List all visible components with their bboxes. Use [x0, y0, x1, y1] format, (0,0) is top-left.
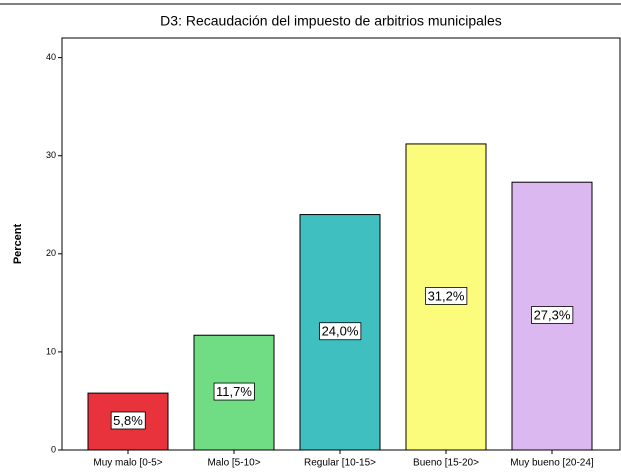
value-label: 5,8%: [113, 413, 143, 428]
x-tick-label: Bueno [15-20>: [413, 458, 479, 469]
x-tick-label: Regular [10-15>: [304, 458, 376, 469]
value-label: 24,0%: [322, 324, 359, 339]
value-label: 31,2%: [428, 288, 465, 303]
y-tick-label: 0: [51, 444, 56, 454]
y-tick-label: 20: [46, 248, 56, 258]
value-label-box: [213, 382, 255, 401]
value-label-box: [531, 306, 574, 324]
y-tick-label: 40: [46, 52, 56, 62]
x-tick-label: Muy bueno [20-24]: [510, 458, 594, 469]
x-tick-label: Muy malo [0-5>: [93, 458, 162, 469]
value-label: 11,7%: [216, 384, 252, 399]
value-label-box: [110, 411, 146, 430]
x-tick-label: Malo [5-10>: [207, 458, 260, 469]
value-label-box: [425, 287, 468, 305]
chart-title: D3: Recaudación del impuesto de arbitrio…: [160, 13, 502, 29]
value-label: 27,3%: [534, 308, 571, 323]
y-axis-label: Percent: [12, 223, 24, 264]
value-label-box: [319, 322, 362, 341]
y-tick-label: 30: [46, 150, 56, 160]
y-tick-label: 10: [46, 346, 56, 356]
